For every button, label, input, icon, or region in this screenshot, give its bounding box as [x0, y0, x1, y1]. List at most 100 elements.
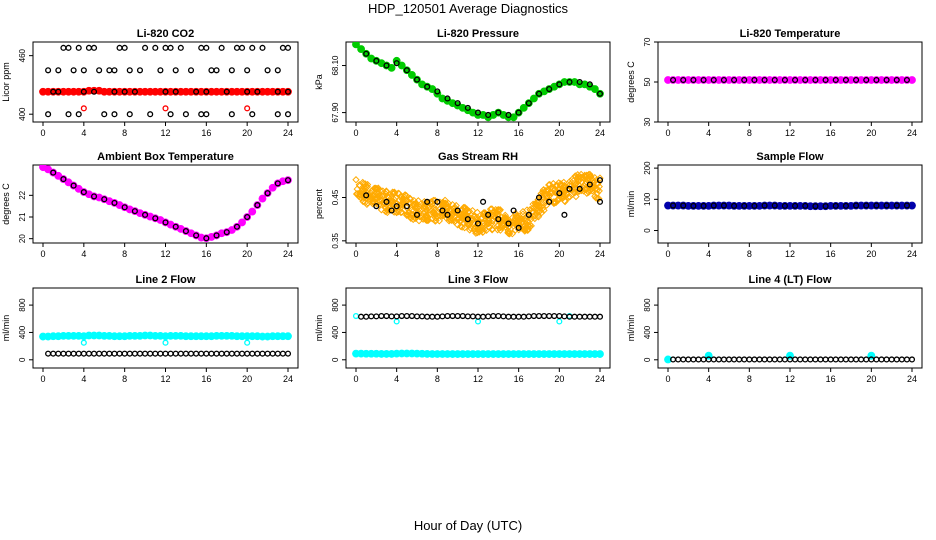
chart-line-4-lt-flow-point — [792, 356, 799, 363]
chart-gas-stream-rh-point — [525, 223, 534, 231]
chart-gas-stream-rh-series-0 — [352, 170, 604, 238]
chart-li-820-co2-point — [167, 111, 174, 118]
chart-gas-stream-rh-point — [379, 198, 388, 207]
chart-li-820-temperature-xtick-label: 20 — [866, 128, 876, 138]
chart-line-3-flow-ytick-label: 800 — [331, 298, 340, 312]
chart-li-820-co2-point — [111, 88, 118, 95]
chart-gas-stream-rh-point — [438, 212, 447, 220]
chart-sample-flow-point — [690, 202, 697, 209]
chart-li-820-pressure-point — [530, 94, 538, 103]
chart-ambient-box-temperature-point — [223, 229, 230, 236]
chart-li-820-pressure-point — [576, 78, 583, 86]
chart-gas-stream-rh-point — [352, 190, 361, 198]
chart-line-4-lt-flow-point — [731, 356, 738, 363]
chart-line-4-lt-flow-point — [781, 356, 788, 363]
chart-gas-stream-rh-point — [509, 219, 518, 227]
chart-line-4-lt-flow-point — [695, 356, 702, 363]
chart-gas-stream-rh-point — [501, 211, 509, 220]
chart-li-820-temperature-xtick-label: 8 — [747, 128, 752, 138]
chart-li-820-temperature-point — [761, 76, 768, 84]
chart-gas-stream-rh-point — [413, 204, 422, 212]
chart-gas-stream-rh-point — [415, 212, 424, 221]
chart-line-4-lt-flow-point — [893, 356, 900, 363]
chart-gas-stream-rh-point — [418, 205, 426, 213]
chart-gas-stream-rh-point — [363, 200, 371, 209]
chart-gas-stream-rh-point — [554, 196, 562, 205]
chart-line-2-flow-point — [142, 350, 149, 357]
chart-li-820-pressure-xtick-label: 8 — [435, 128, 440, 138]
chart-li-820-pressure-series-0 — [352, 42, 604, 122]
chart-li-820-co2-point — [121, 88, 128, 95]
chart-gas-stream-rh-point — [556, 190, 563, 197]
chart-line-4-lt-flow-series-1 — [670, 356, 916, 363]
chart-li-820-co2-marks — [39, 44, 292, 118]
chart-gas-stream-rh-point — [588, 187, 596, 195]
chart-gas-stream-rh-point — [383, 198, 390, 205]
chart-gas-stream-rh-point — [520, 222, 529, 231]
chart-li-820-co2-point — [162, 105, 169, 112]
chart-line-4-lt-flow-point — [675, 356, 682, 363]
chart-gas-stream-rh-point — [586, 187, 594, 195]
chart-sample-flow-point — [731, 202, 738, 209]
chart-li-820-pressure-xtick-label: 16 — [514, 128, 524, 138]
chart-ambient-box-temperature-title: Ambient Box Temperature — [97, 151, 234, 163]
chart-line-2-flow-point — [228, 350, 235, 357]
chart-line-4-lt-flow-point — [761, 356, 768, 363]
chart-li-820-pressure-point — [474, 109, 482, 116]
chart-li-820-temperature-point — [720, 76, 727, 84]
chart-ambient-box-temperature-point — [90, 193, 98, 200]
chart-line-2-flow-point — [101, 350, 108, 357]
chart-line-3-flow-point — [546, 312, 553, 320]
chart-gas-stream-rh-point — [460, 223, 469, 232]
chart-gas-stream-rh-point — [567, 182, 575, 190]
chart-gas-stream-rh-point — [465, 207, 474, 216]
chart-li-820-temperature-point — [863, 76, 870, 84]
chart-line-2-flow-point — [274, 350, 281, 357]
chart-li-820-pressure-point — [591, 85, 599, 93]
chart-li-820-co2-point — [244, 67, 251, 74]
chart-line-4-lt-flow-point — [883, 356, 890, 363]
chart-gas-stream-rh-point — [402, 191, 411, 200]
chart-gas-stream-rh-point — [400, 192, 408, 201]
chart-line-3-flow-point — [373, 313, 380, 320]
chart-line-3-flow-point — [408, 312, 415, 320]
chart-li-820-co2-xtick-label: 8 — [122, 128, 127, 138]
chart-line-4-lt-flow-point — [751, 356, 758, 363]
chart-li-820-pressure-xtick-label: 4 — [394, 128, 399, 138]
chart-line-3-flow-point — [413, 313, 421, 320]
chart-li-820-co2-point — [213, 67, 220, 74]
chart-ambient-box-temperature-xtick-label: 24 — [283, 249, 293, 259]
chart-li-820-co2-point — [75, 44, 82, 51]
chart-gas-stream-rh-point — [439, 207, 446, 214]
chart-sample-flow-point — [781, 202, 788, 209]
chart-line-3-flow-xtick-label: 8 — [435, 374, 440, 384]
chart-line-4-lt-flow: Line 4 (LT) Flow ml/min 0 4 8 12 16 20 24 0 400 800 — [626, 274, 923, 384]
chart-gas-stream-rh-point — [596, 174, 604, 182]
chart-li-820-temperature-ytick-label: 50 — [643, 77, 652, 86]
chart-gas-stream-rh-point — [571, 172, 579, 180]
chart-line-3-flow-ytick-label: 0 — [331, 357, 340, 362]
chart-sample-flow-point — [812, 203, 819, 210]
chart-line-4-lt-flow-point — [832, 356, 839, 363]
chart-line-3-flow-xtick-label: 12 — [473, 374, 483, 384]
chart-li-820-pressure-ylabel: kPa — [314, 74, 324, 90]
chart-gas-stream-rh-point — [435, 217, 444, 225]
chart-li-820-co2-point — [90, 44, 98, 51]
chart-gas-stream-rh-point — [388, 207, 395, 214]
chart-line-3-flow-point — [363, 313, 370, 320]
chart-line-4-lt-flow-point — [771, 356, 778, 363]
chart-line-4-lt-flow-point — [858, 356, 865, 363]
chart-line-3-flow-point — [581, 313, 588, 320]
chart-line-3-flow-point — [398, 312, 405, 320]
chart-sample-flow-point — [893, 202, 900, 209]
chart-sample-flow-series-1 — [670, 202, 910, 210]
chart-line-3-flow-point — [505, 313, 512, 320]
chart-li-820-co2-point — [239, 44, 246, 51]
chart-gas-stream-rh-point — [571, 180, 579, 189]
chart-line-2-flow: Line 2 Flow ml/min 0 4 8 12 16 20 24 0 400 800 — [1, 274, 299, 384]
chart-sample-flow-point — [710, 202, 717, 209]
chart-line-2-flow-xtick-label: 24 — [283, 374, 293, 384]
chart-gas-stream-rh-ylabel: percent — [314, 188, 324, 219]
chart-line-4-lt-flow-xtick-label: 24 — [907, 374, 917, 384]
chart-line-2-flow-point — [259, 350, 266, 357]
